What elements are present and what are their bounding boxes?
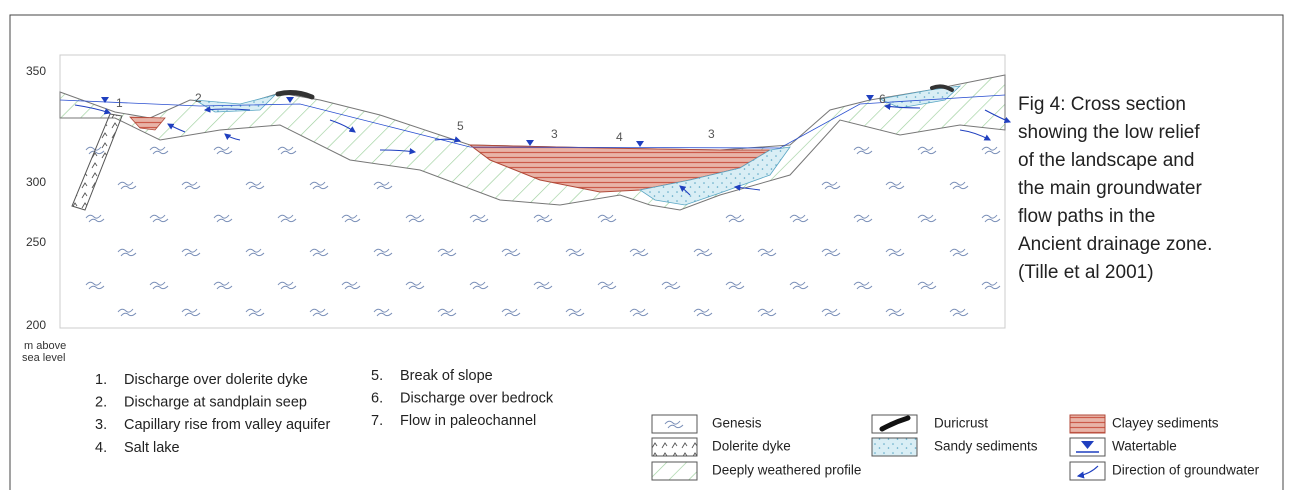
- note-text: Discharge over bedrock: [400, 391, 554, 407]
- caption-line: Ancient drainage zone.: [1018, 234, 1212, 255]
- note-number: 4.: [95, 440, 107, 456]
- section-label: 3: [551, 127, 558, 141]
- section-label: 4: [616, 130, 623, 144]
- legend-swatch: [652, 462, 697, 480]
- legend-label: Genesis: [712, 416, 762, 431]
- legend-swatch: [1070, 415, 1105, 433]
- caption-line: the main groundwater: [1018, 178, 1202, 199]
- cross-section-figure: 350 300 250 200 m above sea level 1 2 5 …: [0, 0, 1291, 490]
- note-text: Discharge at sandplain seep: [124, 395, 307, 411]
- note-number: 2.: [95, 395, 107, 411]
- legend-label: Watertable: [1112, 439, 1177, 454]
- legend-label: Clayey sediments: [1112, 416, 1219, 431]
- axis-tick-label: 250: [26, 235, 46, 249]
- legend-label: Dolerite dyke: [712, 439, 791, 454]
- caption-line: of the landscape and: [1018, 150, 1194, 171]
- legend-swatch: [1070, 462, 1105, 480]
- legend-swatch: [652, 438, 697, 456]
- legend-label: Deeply weathered profile: [712, 463, 861, 478]
- caption-line: Fig 4: Cross section: [1018, 94, 1186, 115]
- note-number: 5.: [371, 368, 383, 384]
- legend-label: Duricrust: [934, 416, 988, 431]
- caption: Fig 4: Cross section showing the low reli…: [1018, 94, 1212, 283]
- axis-tick-label: 350: [26, 64, 46, 78]
- axis-tick-label: 300: [26, 175, 46, 189]
- note-number: 7.: [371, 413, 383, 429]
- note-text: Break of slope: [400, 368, 493, 384]
- section-label: 6: [879, 92, 886, 106]
- note-text: Salt lake: [124, 440, 180, 456]
- note-text: Flow in paleochannel: [400, 413, 536, 429]
- axis-tick-label: 200: [26, 318, 46, 332]
- body: {"axis": {"ticks": ["350", "300", "250",…: [0, 0, 1291, 490]
- caption-line: (Tille et al 2001): [1018, 262, 1154, 283]
- note-number: 1.: [95, 372, 107, 388]
- page: Cross section html, body { margin: 0; pa…: [0, 0, 1291, 490]
- note-text: Discharge over dolerite dyke: [124, 372, 308, 388]
- legend-label: Direction of groundwater: [1112, 463, 1260, 478]
- section-label: 1: [116, 96, 123, 110]
- notes-list: 1. Discharge over dolerite dyke 2. Discharg…: [95, 368, 554, 456]
- axis-unit: sea level: [22, 352, 65, 364]
- caption-line: showing the low relief: [1018, 122, 1200, 143]
- axis-unit: m above: [24, 340, 66, 352]
- legend-label: Sandy sediments: [934, 439, 1038, 454]
- note-text: Capillary rise from valley aquifer: [124, 417, 330, 433]
- note-number: 3.: [95, 417, 107, 433]
- caption-line: flow paths in the: [1018, 206, 1155, 227]
- section-label: 2: [195, 91, 202, 105]
- section-label: 5: [457, 119, 464, 133]
- section-label: 3: [708, 127, 715, 141]
- figure: 350 300 250 200 m above sea level 1 2 5 …: [0, 0, 1291, 490]
- note-number: 6.: [371, 391, 383, 407]
- legend-swatch: [872, 438, 917, 456]
